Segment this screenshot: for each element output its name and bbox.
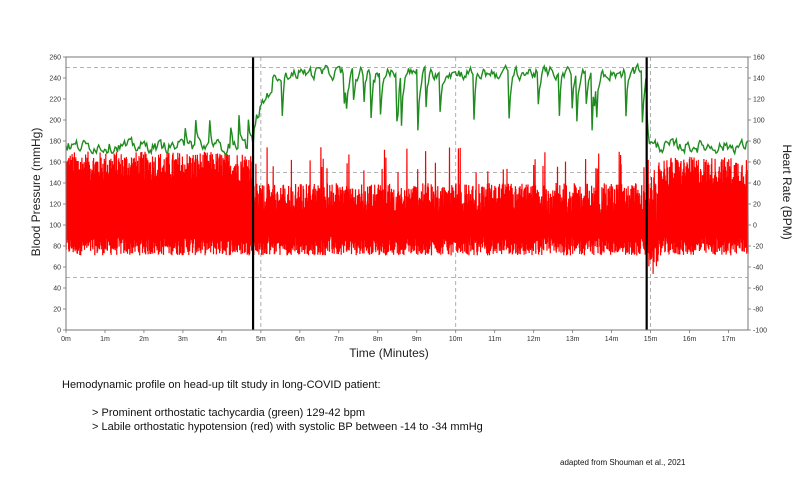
y-left-tick-label: 200 [49, 118, 61, 125]
source-credit: adapted from Shouman et al., 2021 [560, 458, 686, 467]
x-tick-label: 16m [683, 336, 697, 343]
x-tick-label: 9m [412, 336, 422, 343]
x-tick-label: 5m [256, 336, 266, 343]
y-right-tick-label: -60 [753, 286, 763, 293]
y-right-tick-label: 40 [753, 181, 761, 188]
x-tick-label: 11m [488, 336, 501, 343]
y-right-tick-label: -80 [753, 307, 763, 314]
y-left-tick-label: 260 [49, 55, 61, 62]
x-tick-label: 15m [644, 336, 658, 343]
x-tick-label: 7m [334, 336, 344, 343]
y-right-axis-title: Heart Rate (BPM) [780, 144, 794, 239]
y-left-tick-label: 0 [57, 328, 61, 335]
y-left-tick-label: 220 [49, 97, 61, 104]
y-right-tick-label: -20 [753, 244, 763, 251]
y-right-tick-label: 20 [753, 202, 761, 209]
caption-heading: Hemodynamic profile on head-up tilt stud… [62, 379, 381, 391]
caption-bullets: > Prominent orthostatic tachycardia (gre… [62, 406, 702, 434]
heart-rate-series [65, 62, 749, 156]
blood-pressure-series [65, 147, 749, 274]
y-left-tick-label: 140 [49, 181, 61, 188]
y-left-tick-label: 60 [53, 265, 61, 272]
y-right-tick-label: 100 [753, 118, 765, 125]
bp-trace [65, 147, 749, 274]
x-tick-label: 2m [139, 336, 149, 343]
y-left-tick-label: 180 [49, 139, 61, 146]
x-tick-label: 12m [527, 336, 541, 343]
y-left-tick-label: 100 [49, 223, 61, 230]
y-right-tick-label: 140 [753, 76, 765, 83]
plot-frame [65, 56, 749, 331]
x-tick-label: 13m [566, 336, 580, 343]
hr-trace [65, 62, 749, 156]
x-tick-label: 14m [605, 336, 619, 343]
x-tick-label: 6m [295, 336, 305, 343]
caption: Hemodynamic profile on head-up tilt stud… [62, 378, 702, 434]
x-tick-label: 4m [217, 336, 227, 343]
y-right-tick-label: -100 [753, 328, 767, 335]
x-tick-label: 1m [100, 336, 110, 343]
caption-bullet-hypotension: > Labile orthostatic hypotension (red) w… [92, 421, 483, 433]
y-right-tick-label: 60 [753, 160, 761, 167]
x-tick-label: 3m [178, 336, 188, 343]
y-right-tick-label: 160 [753, 55, 765, 62]
y-left-tick-label: 80 [53, 244, 61, 251]
y-right-tick-label: -40 [753, 265, 763, 272]
y-left-tick-label: 20 [53, 307, 61, 314]
x-tick-label: 10m [449, 336, 463, 343]
y-right-tick-label: 120 [753, 97, 765, 104]
x-tick-labels: 0m 1m 2m 3m 4m 5m 6m 7m 8m 9m 10m 11m 12m 13m 14m 15m 16… [61, 330, 735, 343]
x-tick-label: 0m [61, 336, 71, 343]
y-left-tick-label: 120 [49, 202, 61, 209]
y-left-tick-label: 240 [49, 76, 61, 83]
plot-border [65, 56, 749, 331]
y-right-tick-label: 80 [753, 139, 761, 146]
tilt-markers [251, 57, 648, 330]
y-left-tick-label: 160 [49, 160, 61, 167]
y-right-tick-label: 0 [753, 223, 757, 230]
x-axis-title: Time (Minutes) [349, 346, 429, 360]
y-left-axis-title: Blood Pressure (mmHg) [29, 128, 43, 257]
y-right-tick-labels: -100 -80 -60 -40 -20 0 20 40 60 80 100 120 140 160 [748, 55, 767, 335]
x-tick-label: 8m [373, 336, 383, 343]
y-left-tick-label: 40 [53, 286, 61, 293]
y-left-tick-labels: 0 20 40 60 80 100 120 140 160 180 200 220 240 260 [49, 55, 66, 335]
caption-bullet-tachycardia: > Prominent orthostatic tachycardia (gre… [92, 407, 366, 419]
x-tick-label: 17m [722, 336, 736, 343]
chart: 0m 1m 2m 3m 4m 5m 6m 7m 8m 9m 10m 11m 12m 13m 14m 15m 16… [29, 55, 794, 361]
